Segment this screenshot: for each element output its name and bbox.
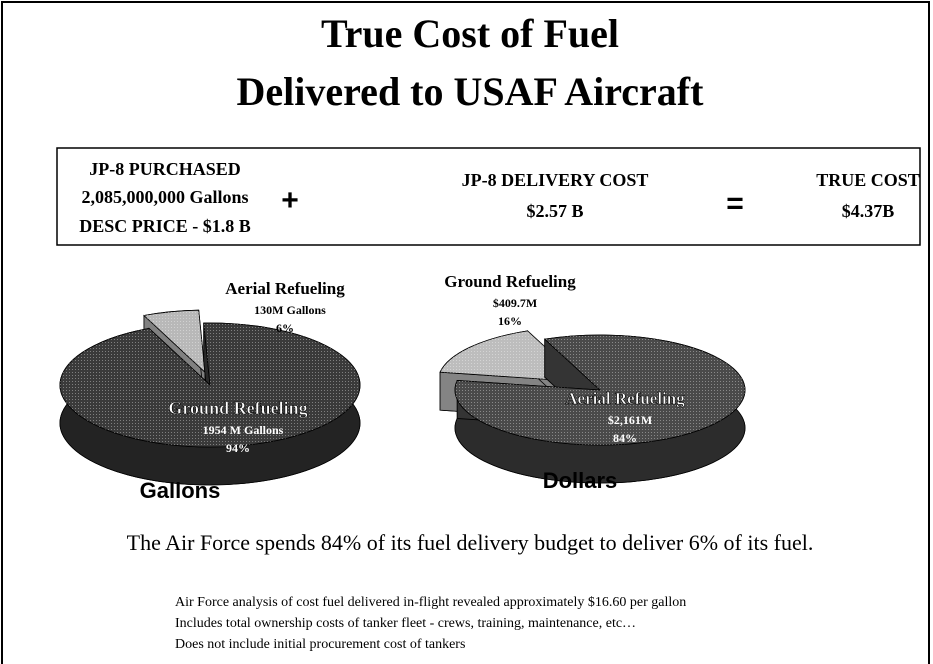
slice-amount: 1954 M Gallons <box>203 423 284 437</box>
equation-text: JP-8 DELIVERY COST <box>462 170 649 190</box>
operator: + <box>281 184 299 217</box>
note: Air Force analysis of cost fuel delivere… <box>175 595 686 610</box>
slice-label: Ground Refueling <box>444 272 576 291</box>
slice-value: 16% <box>498 314 522 328</box>
slice-label: Aerial Refueling <box>565 389 685 408</box>
equation-text: $2.57 B <box>526 201 583 221</box>
statement: The Air Force spends 84% of its fuel del… <box>127 530 814 555</box>
note: Does not include initial procurement cos… <box>175 637 465 652</box>
slice-amount: $2,161M <box>608 413 652 427</box>
title-line: True Cost of Fuel <box>321 11 619 56</box>
pie-texture <box>143 310 205 373</box>
chart-caption: Dollars <box>543 468 618 493</box>
slice-value: 94% <box>226 441 250 455</box>
title-line: Delivered to USAF Aircraft <box>237 69 705 114</box>
slice-value: 6% <box>276 321 294 335</box>
equation-text: 2,085,000,000 Gallons <box>81 187 248 207</box>
equation-box <box>56 147 921 246</box>
equation-text: TRUE COST <box>816 170 920 190</box>
equation-text: $4.37B <box>842 201 895 221</box>
slice-amount: 130M Gallons <box>254 303 326 317</box>
equation-text: DESC PRICE - $1.8 B <box>79 216 251 236</box>
pie-texture <box>59 323 360 447</box>
chart-caption: Gallons <box>140 478 221 503</box>
pie-texture <box>455 335 745 446</box>
note: Includes total ownership costs of tanker… <box>175 616 636 631</box>
slice-label: Aerial Refueling <box>225 279 345 298</box>
slice-label: Ground Refueling <box>168 398 307 418</box>
slice-amount: $409.7M <box>493 296 537 310</box>
equation-text: JP-8 PURCHASED <box>89 159 241 179</box>
slice-value: 84% <box>613 431 637 445</box>
operator: = <box>726 187 744 220</box>
